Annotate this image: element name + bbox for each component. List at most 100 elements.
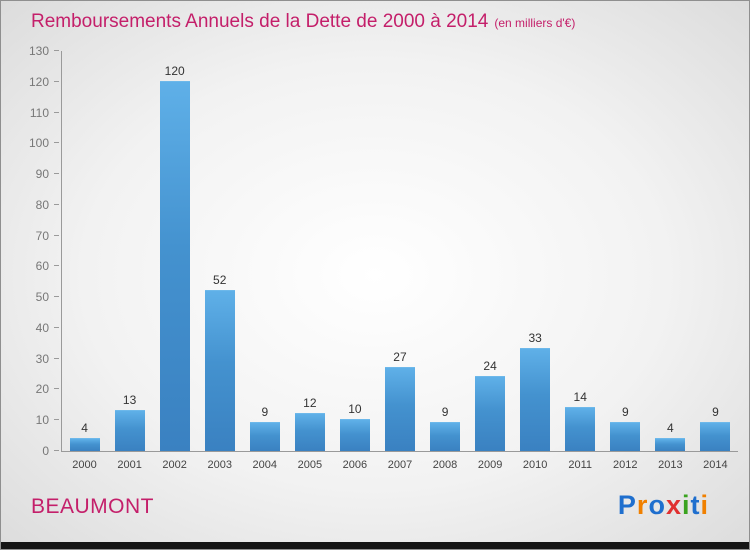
bar <box>700 422 731 451</box>
bar-value-label: 52 <box>213 273 227 287</box>
x-axis-label: 2000 <box>72 459 97 471</box>
bar-slot: 9 2014 <box>693 51 738 471</box>
y-tick-label: 120 <box>28 74 49 89</box>
bar <box>565 406 596 451</box>
proxiti-logo[interactable]: Proxiti <box>618 490 709 521</box>
bar <box>159 80 190 451</box>
x-axis-label: 2011 <box>568 459 593 471</box>
y-tick-label: 70 <box>35 228 49 243</box>
bar-slot: 9 2012 <box>603 51 648 471</box>
bar-slot: 27 2007 <box>377 51 422 471</box>
y-tick-mark <box>54 357 59 359</box>
bar-value-label: 13 <box>122 393 137 407</box>
y-tick-label: 100 <box>28 136 49 151</box>
x-axis-label: 2001 <box>117 459 142 471</box>
x-axis-label: 2007 <box>387 459 413 471</box>
chart-subtitle: (en milliers d'€) <box>494 16 576 30</box>
bar <box>520 348 551 451</box>
y-tick-label: 30 <box>35 351 49 366</box>
y-tick-label: 130 <box>28 44 49 58</box>
y-tick-mark <box>54 450 59 451</box>
bar-value-label: 10 <box>348 402 362 417</box>
bar <box>69 437 100 451</box>
bar-value-label: 9 <box>621 405 629 420</box>
x-axis-label: 2004 <box>252 459 278 471</box>
bar-value-label: 14 <box>573 389 587 404</box>
y-tick-mark <box>54 419 59 421</box>
y-tick-mark <box>54 234 59 236</box>
y-tick-label: 110 <box>29 105 49 120</box>
x-axis-label: 2005 <box>297 459 323 471</box>
logo-letter: t <box>690 490 701 520</box>
y-tick-mark <box>54 326 59 328</box>
y-tick-label: 80 <box>35 197 49 212</box>
bar-slot: 10 2006 <box>332 51 377 471</box>
y-tick-label: 60 <box>35 259 49 274</box>
bar-value-label: 9 <box>712 405 719 420</box>
x-axis-label: 2013 <box>658 459 683 471</box>
bar-value-label: 24 <box>483 359 497 374</box>
plot-area: 4 2000 13 2001 120 2002 52 2003 9 2004 12 2005 10 200… <box>61 51 738 471</box>
y-tick-mark <box>54 80 59 82</box>
bar <box>249 422 280 451</box>
bar-value-label: 27 <box>393 349 407 364</box>
bar <box>339 419 370 451</box>
bar-slot: 52 2003 <box>197 51 242 471</box>
bar-value-label: 9 <box>441 405 449 420</box>
chart-title: Remboursements Annuels de la Dette de 20… <box>31 11 489 32</box>
bar-slot: 4 2013 <box>648 51 693 471</box>
x-axis-label: 2010 <box>522 459 548 471</box>
bar <box>475 376 506 451</box>
x-axis-label: 2006 <box>342 459 368 471</box>
bar <box>114 410 145 451</box>
bar <box>430 422 461 451</box>
bar <box>204 290 235 451</box>
bar <box>655 437 686 451</box>
y-tick-mark <box>54 203 59 205</box>
bar-slot: 120 2002 <box>152 51 197 471</box>
bar-value-label: 4 <box>81 420 88 435</box>
commune-name: BEAUMONT <box>31 495 155 518</box>
x-axis-label: 2009 <box>477 459 503 471</box>
logo-letter: i <box>681 490 691 520</box>
y-tick-label: 0 <box>42 444 49 458</box>
bar-slot: 12 2005 <box>287 51 332 471</box>
logo-letter: P <box>617 490 637 520</box>
x-axis-label: 2002 <box>162 459 187 471</box>
logo-letter: x <box>665 490 682 520</box>
bar-value-label: 9 <box>261 405 269 420</box>
logo-letter: o <box>648 490 666 520</box>
y-tick-label: 90 <box>35 167 49 182</box>
bar-slot: 24 2009 <box>468 51 513 471</box>
y-tick-mark <box>54 173 59 175</box>
x-axis-label: 2003 <box>207 459 232 471</box>
bar-value-label: 120 <box>164 63 185 78</box>
bar <box>294 413 325 451</box>
bar-slot: 33 2010 <box>513 51 558 471</box>
bar-value-label: 4 <box>667 420 674 435</box>
x-axis-label: 2008 <box>432 459 458 471</box>
y-tick-mark <box>54 50 59 51</box>
bottom-strip <box>1 542 749 549</box>
bar-slot: 4 2000 <box>62 51 107 471</box>
bar-slot: 14 2011 <box>558 51 603 471</box>
x-axis-label: 2014 <box>703 459 728 471</box>
bar <box>384 366 415 451</box>
y-tick-label: 10 <box>35 413 49 428</box>
bar-slot: 9 2008 <box>423 51 468 471</box>
y-axis: 0 10 20 30 40 50 60 70 80 90 100 110 120 130 <box>1 44 59 458</box>
bar-slot: 9 2004 <box>242 51 287 471</box>
y-tick-mark <box>54 111 59 113</box>
chart-header: Remboursements Annuels de la Dette de 20… <box>31 11 575 33</box>
bar <box>610 422 641 451</box>
logo-letter: r <box>636 490 649 520</box>
y-tick-mark <box>54 388 59 390</box>
bar-value-label: 12 <box>303 396 317 411</box>
y-tick-mark <box>54 265 59 267</box>
y-tick-label: 40 <box>35 320 49 335</box>
y-tick-label: 20 <box>35 382 49 397</box>
bar-value-label: 33 <box>528 331 542 346</box>
y-tick-label: 50 <box>35 290 49 305</box>
x-axis-label: 2012 <box>613 459 638 471</box>
